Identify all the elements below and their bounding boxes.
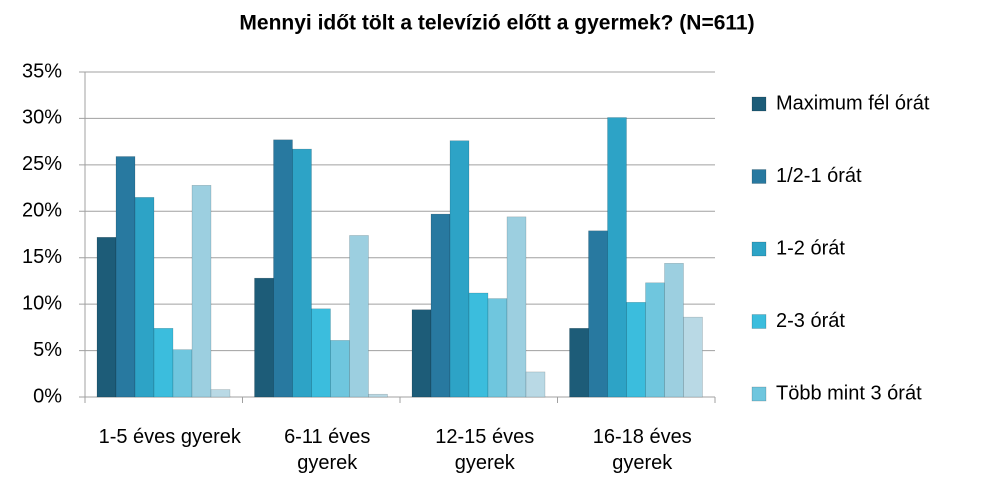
bar bbox=[588, 230, 608, 398]
bar bbox=[311, 308, 331, 398]
bar bbox=[449, 140, 470, 398]
bar bbox=[487, 298, 508, 398]
bar bbox=[645, 282, 665, 398]
x-tick-label: 12-15 éves gyerek bbox=[435, 426, 535, 474]
y-tick-label: 0% bbox=[33, 385, 62, 407]
chart-title: Mennyi időt tölt a televízió előtt a gye… bbox=[239, 12, 754, 35]
bar bbox=[683, 316, 703, 398]
legend-swatch bbox=[751, 169, 767, 184]
y-tick-label: 10% bbox=[22, 292, 62, 314]
legend-label: 1/2-1 órát bbox=[776, 165, 862, 187]
bar bbox=[172, 349, 193, 398]
bar bbox=[349, 235, 369, 398]
x-tick-label: 6-11 éves gyerek bbox=[284, 426, 371, 474]
bar bbox=[506, 216, 527, 398]
bar bbox=[330, 340, 350, 398]
x-tick-label: 16-18 éves gyerek bbox=[592, 426, 692, 474]
bar bbox=[134, 197, 155, 398]
legend-label: 2-3 órát bbox=[776, 310, 845, 332]
y-tick-label: 15% bbox=[22, 246, 62, 268]
legend-swatch bbox=[751, 314, 767, 329]
bar bbox=[115, 156, 136, 398]
bar bbox=[254, 277, 274, 398]
bar bbox=[273, 139, 293, 398]
legend-label: Több mint 3 órát bbox=[776, 382, 922, 404]
y-tick-label: 5% bbox=[33, 339, 62, 361]
bar bbox=[664, 263, 684, 398]
bar bbox=[210, 389, 231, 398]
x-tick-label: 1-5 éves gyerek bbox=[98, 426, 241, 448]
bar bbox=[569, 328, 589, 398]
y-tick-label: 25% bbox=[22, 153, 62, 175]
bar bbox=[153, 328, 174, 398]
bar bbox=[191, 185, 212, 398]
bar bbox=[292, 148, 312, 398]
bar bbox=[430, 213, 451, 398]
bar bbox=[607, 117, 627, 398]
legend-label: 1-2 órát bbox=[776, 237, 845, 259]
legend-swatch bbox=[751, 241, 767, 257]
y-tick-label: 20% bbox=[22, 200, 62, 222]
y-tick-label: 35% bbox=[22, 60, 62, 82]
bar bbox=[368, 393, 388, 398]
legend-swatch bbox=[751, 96, 767, 112]
legend-swatch bbox=[751, 386, 767, 402]
y-tick-label: 30% bbox=[22, 107, 62, 129]
bar bbox=[626, 302, 646, 398]
bar bbox=[96, 237, 117, 398]
bar bbox=[468, 292, 489, 398]
bar bbox=[411, 309, 432, 398]
bar bbox=[525, 371, 546, 398]
legend-label: Maximum fél órát bbox=[776, 92, 930, 114]
